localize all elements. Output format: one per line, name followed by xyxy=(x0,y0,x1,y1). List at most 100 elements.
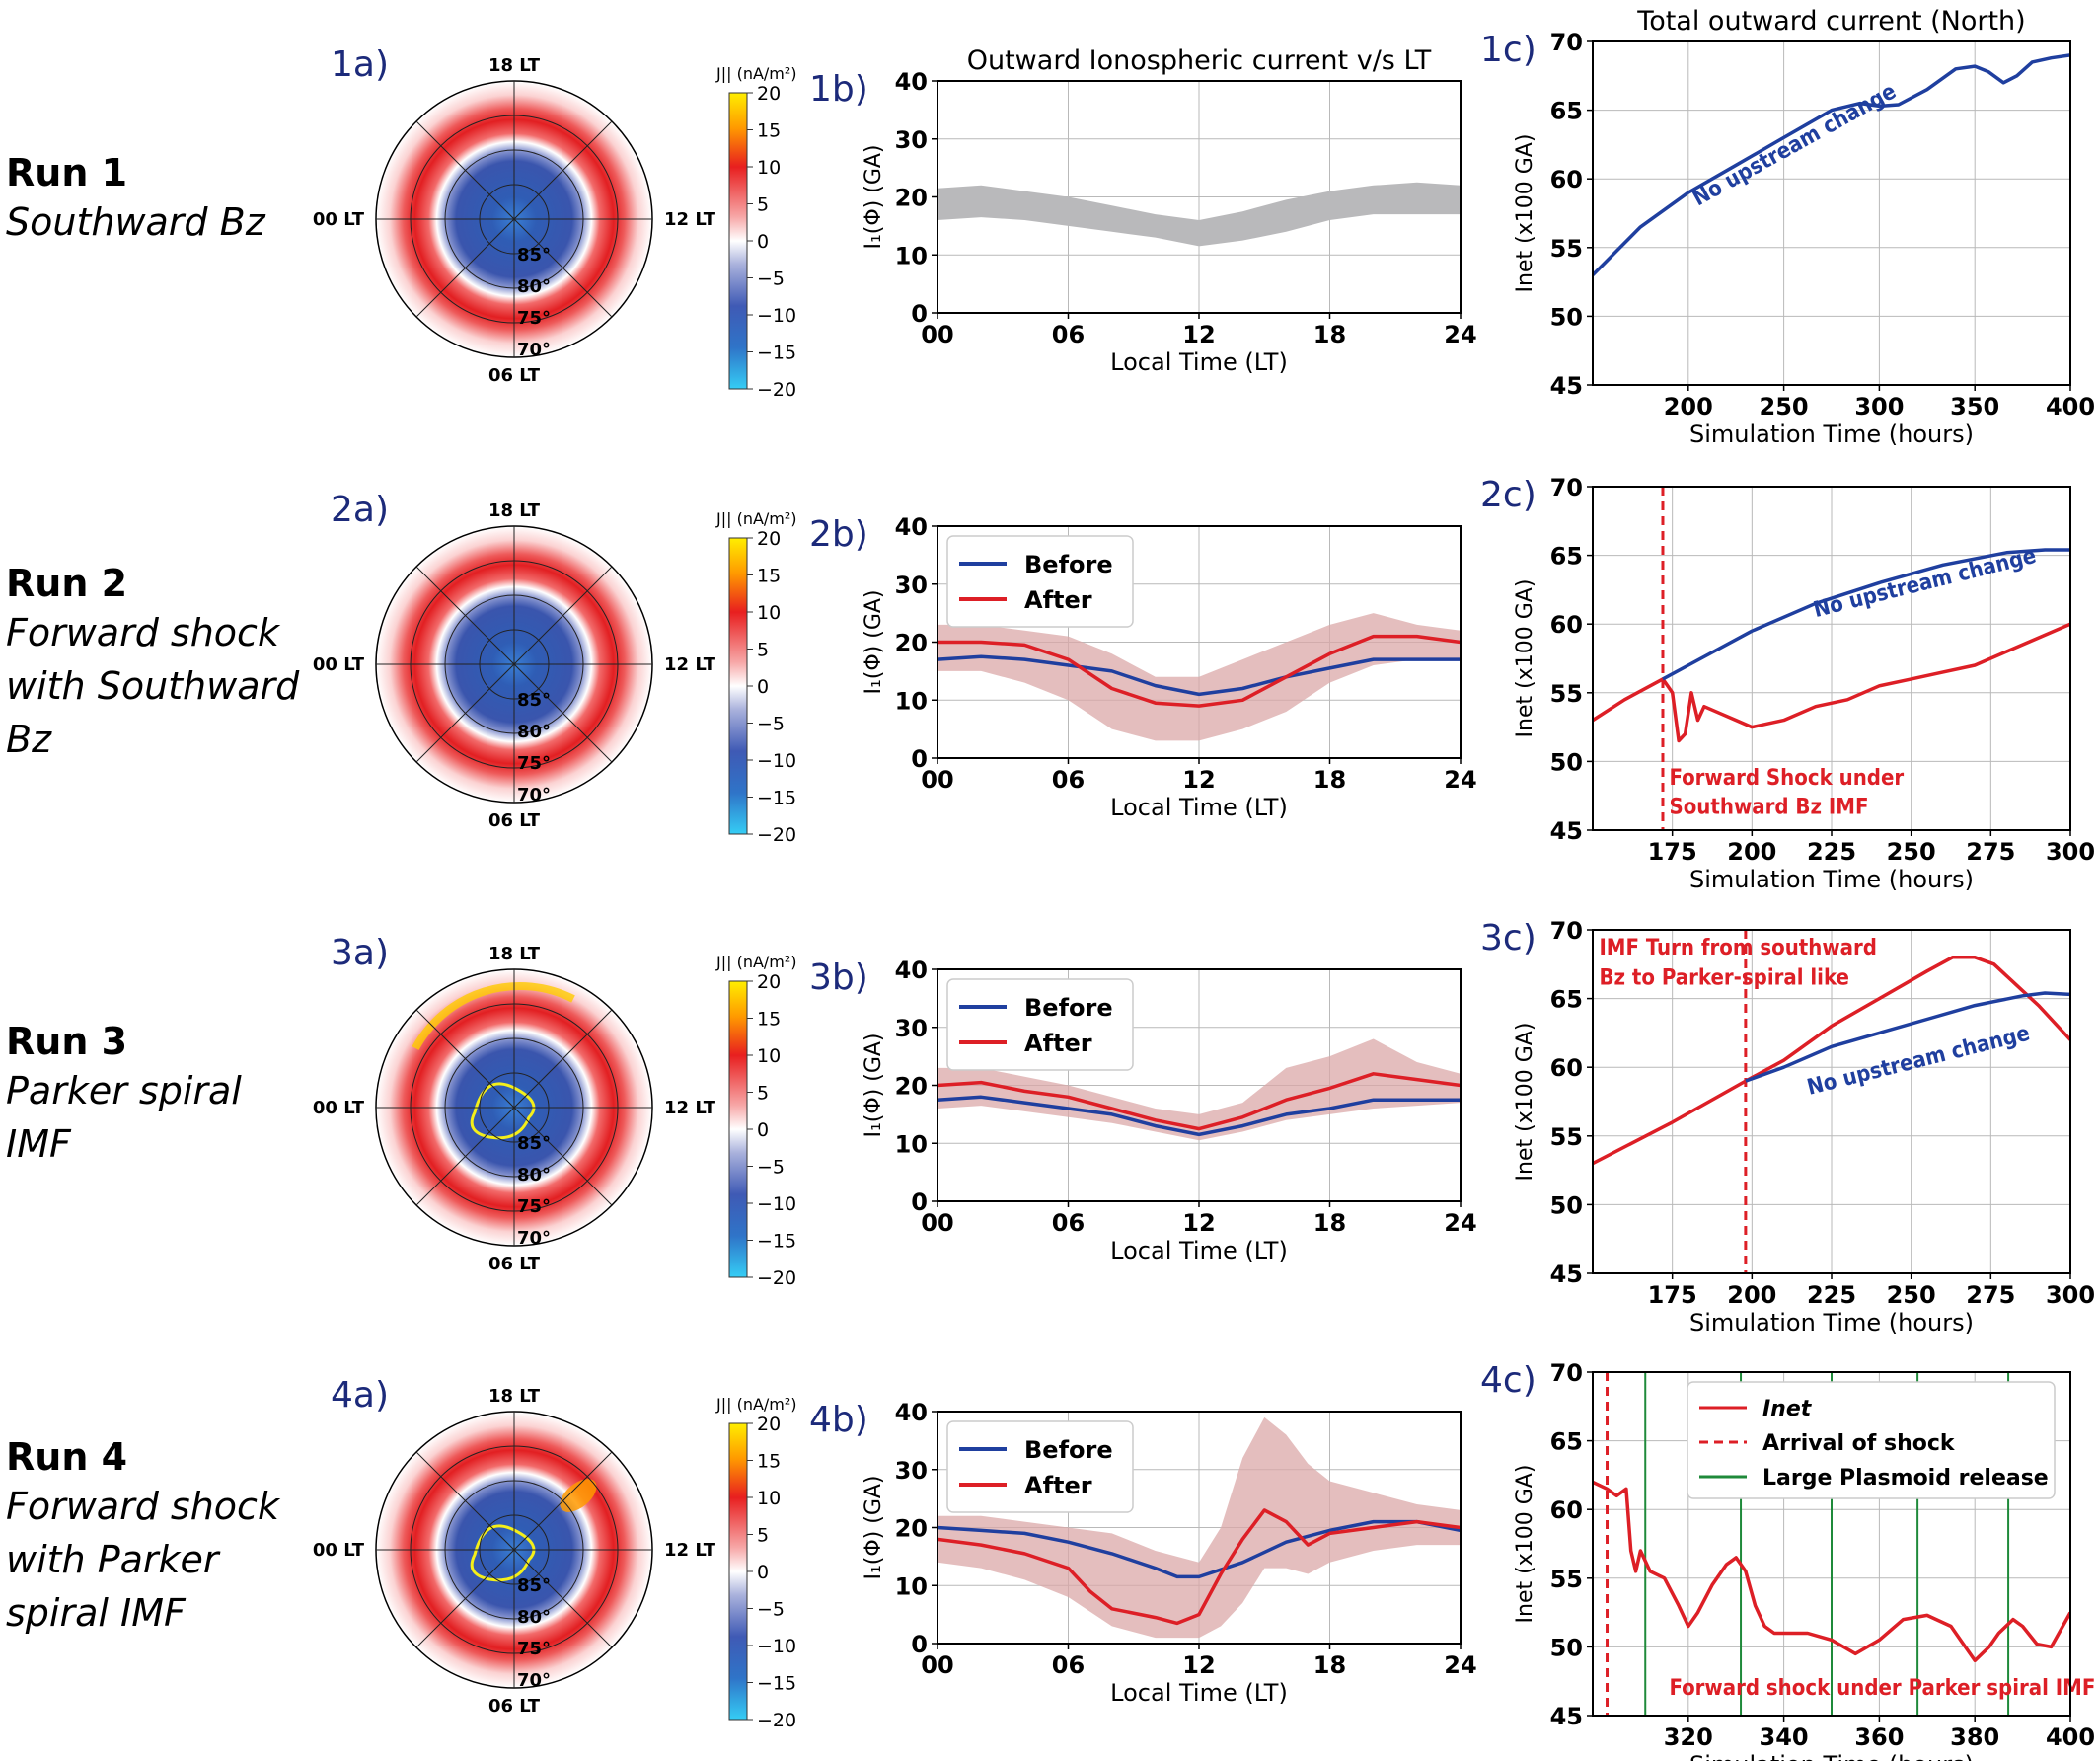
colorbar-tick-label: 10 xyxy=(757,1045,781,1067)
annotation: IMF Turn from southward xyxy=(1599,936,1876,960)
y-tick-label: 50 xyxy=(1550,748,1583,776)
x-tick-label: 350 xyxy=(1950,393,1999,421)
colorbar-tick-label: −20 xyxy=(757,824,796,846)
series-line-before xyxy=(938,1519,1461,1579)
y-axis-label: I₁(Φ) (GA) xyxy=(862,144,886,249)
spread-band xyxy=(938,613,1461,741)
series-line-0 xyxy=(1593,622,2070,743)
lt-label-bottom: 06 LT xyxy=(488,1696,541,1717)
annotation: No upstream change xyxy=(1805,1022,2033,1101)
colorbar-tick-label: 10 xyxy=(757,1488,781,1509)
series-line-0 xyxy=(1593,1480,2070,1663)
lt-label-left: 00 LT xyxy=(313,209,365,230)
panel-label: 3b) xyxy=(809,957,868,998)
panel-label: 1c) xyxy=(1480,30,1537,70)
yellow-contour xyxy=(470,1524,536,1582)
lt-label-top: 18 LT xyxy=(488,55,541,76)
colorbar-tick-label: 0 xyxy=(757,1119,769,1141)
colorbar-title: J|| (nA/m²) xyxy=(715,509,797,528)
panel-label: 4a) xyxy=(331,1375,389,1416)
lat-label: 70° xyxy=(517,1228,551,1249)
colorbar-tick-label: −10 xyxy=(757,1636,796,1657)
colorbar-tick-label: −10 xyxy=(757,1193,796,1215)
x-tick-label: 12 xyxy=(1182,321,1215,348)
run-label-4: Run 4 Forward shock with Parker spiral I… xyxy=(6,1434,279,1640)
legend-label: After xyxy=(1024,1030,1092,1057)
y-tick-label: 60 xyxy=(1550,1496,1583,1524)
lat-label: 75° xyxy=(517,308,551,329)
colorbar-tick-label: 15 xyxy=(757,120,781,142)
x-tick-label: 320 xyxy=(1664,1723,1713,1751)
panel-label: 2c) xyxy=(1480,475,1537,515)
colorbar-tick-label: 5 xyxy=(757,640,769,661)
lat-label: 85° xyxy=(517,1133,551,1154)
x-tick-label: 06 xyxy=(1052,1209,1085,1237)
lat-label: 75° xyxy=(517,753,551,774)
lt-label-bottom: 06 LT xyxy=(488,810,541,831)
lat-label: 70° xyxy=(517,785,551,805)
x-axis-label: Local Time (LT) xyxy=(1110,794,1288,821)
lt-label-right: 12 LT xyxy=(664,1540,716,1561)
x-tick-label: 06 xyxy=(1052,1651,1085,1679)
colorbar-tick-label: −20 xyxy=(757,1267,796,1289)
panel-label: 1b) xyxy=(809,69,868,110)
colorbar-tick-label: 20 xyxy=(757,971,781,993)
lt-label-left: 00 LT xyxy=(313,654,365,675)
colorbar-tick-label: −15 xyxy=(757,1231,796,1253)
annotation: Forward Shock under xyxy=(1669,766,1904,791)
x-tick-label: 18 xyxy=(1313,321,1346,348)
legend-box xyxy=(946,535,1134,628)
x-tick-label: 200 xyxy=(1727,838,1776,866)
run-subtitle-line: with Southward xyxy=(6,664,300,708)
series-line-after xyxy=(938,1508,1461,1626)
panel-label: 4b) xyxy=(809,1400,868,1440)
x-axis-label: Simulation Time (hours) xyxy=(1689,866,1974,893)
colorbar-tick-label: 10 xyxy=(757,157,781,179)
y-tick-label: 45 xyxy=(1550,1261,1583,1288)
legend-label: Before xyxy=(1024,1436,1113,1464)
spread-band xyxy=(938,1038,1461,1141)
chart-2b: 2b) 00 06 12 18 24 0 10 20 30 40 Local Time (LT) I₁(… xyxy=(809,513,1477,821)
y-axis-label: Inet (x100 GA) xyxy=(1513,1023,1538,1182)
y-tick-label: 10 xyxy=(895,1130,928,1158)
run-title: Run 3 xyxy=(6,1020,128,1063)
plot-frame xyxy=(1592,40,2071,386)
x-tick-label: 18 xyxy=(1313,1209,1346,1237)
colorbar-tick-label: −15 xyxy=(757,788,796,809)
legend-label: Before xyxy=(1024,551,1113,578)
legend-label: Arrival of shock xyxy=(1762,1431,1956,1456)
yellow-contour xyxy=(470,1082,536,1140)
x-axis-label: Local Time (LT) xyxy=(1110,1237,1288,1264)
run-label-2: Run 2 Forward shock with Southward Bz xyxy=(6,561,299,766)
series-line-after xyxy=(938,634,1461,708)
yellow-arc xyxy=(412,982,575,1050)
legend-box xyxy=(1687,1381,2056,1499)
polar-map-2: 2a) 18 LT 06 LT 00 LT 12 LT 85° 80° 75° 70° J|| (… xyxy=(313,490,797,846)
x-tick-label: 24 xyxy=(1444,321,1476,348)
colorbar-title: J|| (nA/m²) xyxy=(715,64,797,83)
x-tick-label: 275 xyxy=(1966,1281,2015,1309)
lt-label-bottom: 06 LT xyxy=(488,1254,541,1274)
series-line-0 xyxy=(1593,53,2070,276)
y-tick-label: 20 xyxy=(895,1515,928,1543)
y-tick-label: 65 xyxy=(1550,1428,1583,1456)
colorbar-tick-label: −5 xyxy=(757,714,785,735)
lt-label-top: 18 LT xyxy=(488,944,541,964)
chart-4c: 4c) Forward shock under Parker spiral IMF… xyxy=(1480,1359,2095,1761)
panel-label: 3a) xyxy=(331,933,389,973)
panel-label: 1a) xyxy=(331,44,389,85)
x-tick-label: 00 xyxy=(921,1651,953,1679)
legend-label: After xyxy=(1024,1472,1092,1499)
y-tick-label: 50 xyxy=(1550,1191,1583,1219)
panel-label: 2a) xyxy=(331,490,389,530)
colorbar-tick-label: −15 xyxy=(757,343,796,364)
x-tick-label: 24 xyxy=(1444,766,1476,794)
x-tick-label: 12 xyxy=(1182,766,1215,794)
chart-3c: 3c) No upstream change IMF Turn from south… xyxy=(1480,917,2095,1337)
x-tick-label: 250 xyxy=(1887,1281,1936,1309)
colorbar-tick-label: −20 xyxy=(757,1710,796,1731)
chart-1c: 1c) Total outward current (North) No upstr… xyxy=(1480,6,2095,448)
polar-grid-spoke xyxy=(415,566,613,763)
legend-label: Before xyxy=(1024,994,1113,1022)
